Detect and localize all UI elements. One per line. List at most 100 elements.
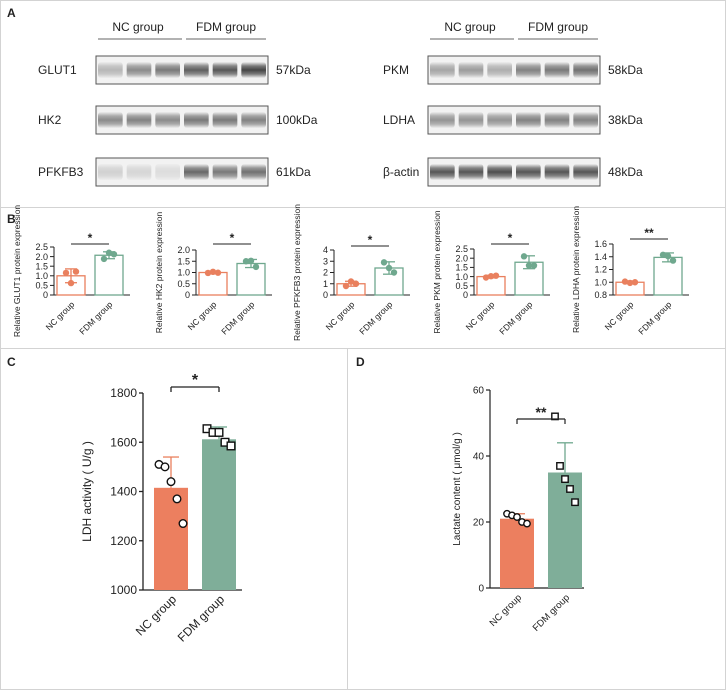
chart-B5-ytick-label-0: 0.8 [594,290,607,300]
panel-d-border [347,348,726,690]
right-band-2-1 [458,164,484,180]
chart-B3-point-0-0 [342,282,350,290]
chart-B5-sig-label: ** [644,226,654,240]
chart-B2-xtick-label-1: FDM group [219,299,256,336]
chart-B1-point-0-0 [62,269,70,277]
chart-B4-point-0-1 [487,273,495,280]
right-band-2-4 [544,164,570,180]
chart-B3: Relative PFKFB3 protein expression 012 34 N… [292,204,410,341]
chart-B3-point-1-0 [380,259,388,266]
left-band-1-4 [212,112,238,128]
chart-B2-point-1-0 [242,258,250,265]
chart-B2-point-0-0 [204,269,212,277]
chart-B2-sig-label: * [230,231,235,245]
chart-D-point-0-4 [523,519,531,528]
chart-B1-bar-1 [94,254,124,296]
chart-B4-ytick-label-3: 1.5 [455,263,468,273]
chart-B4-ylabel: Relative PKM protein expression [432,210,442,334]
right-blot-kda-2: 48kDa [608,165,643,179]
chart-B1-point-1-1 [105,249,113,256]
chart-D-bar-0 [500,518,534,588]
chart-B2-ytick-label-3: 1.5 [177,256,190,266]
chart-B3-ytick-label-4: 4 [323,245,328,255]
chart-C-ytick-label-0: 1000 [110,583,137,597]
right-band-0-3 [516,62,541,78]
right-blot-kda-0: 58kDa [608,63,643,77]
chart-B2-point-1-1 [247,257,255,264]
chart-C-sig-label: * [192,372,199,389]
chart-B4-ytick-label-4: 2.0 [455,253,468,263]
chart-B5-ytick-label-3: 1.4 [594,252,607,262]
chart-B5-point-1-0 [659,251,667,259]
chart-B1-sig-label: * [88,231,93,245]
chart-B5-point-1-2 [669,257,677,264]
chart-C-bar-1 [202,439,236,590]
right-group-label-nc: NC group [444,20,496,34]
left-band-0-4 [212,62,238,78]
chart-B5-point-1-1 [664,252,672,260]
chart-B4-ytick-label-5: 2.5 [455,244,468,254]
left-band-0-0 [98,62,123,78]
chart-B3-sig-label: * [368,233,373,247]
right-group-label-fdm: FDM group [528,20,588,34]
chart-B5-xtick-label-1: FDM group [636,299,673,336]
chart-B4-ytick-label-0: 0 [463,290,468,300]
left-band-2-4 [212,164,238,180]
chart-D-xtick-label-0: NC group [488,592,525,629]
chart-D-xtick-label-1: FDM group [531,592,572,633]
chart-C-xtick-label-0: NC group [133,592,179,638]
chart-B3-ylabel: Relative PFKFB3 protein expression [292,204,302,341]
chart-C-bar-0 [154,487,188,590]
right-blot-strip-1 [427,105,601,135]
chart-B2-point-1-2 [252,263,260,271]
chart-B3-ytick-label-2: 2 [323,268,328,278]
chart-B1-xtick-label-0: NC group [44,299,77,332]
left-band-0-3 [184,62,209,78]
western-blots: NC group FDM group GLUT1 57kDa HK2 100kDa PFKF… [38,20,643,187]
chart-B4-point-0-2 [492,272,500,279]
chart-C-ytick-label-2: 1400 [110,485,137,499]
chart-B3-point-0-1 [347,278,355,285]
chart-B1-point-1-0 [100,255,108,263]
right-band-2-3 [516,164,541,180]
chart-B2-ytick-label-4: 2.0 [177,245,190,255]
panel-letter-d: D [356,355,365,369]
chart-C-point-1-4 [226,441,236,451]
left-blot-strip-1 [95,105,269,135]
chart-C-point-0-4 [178,519,188,529]
right-blot-strip-2 [427,157,601,187]
right-band-0-5 [573,62,598,78]
chart-B5-point-0-0 [621,278,629,285]
left-band-2-2 [155,164,180,180]
left-band-0-2 [155,62,180,78]
left-band-0-5 [241,62,266,78]
left-band-2-1 [126,164,152,180]
chart-C: LDH activity ( U/g ) 1000 1200 1400 1600 1800… [80,372,242,645]
chart-B4-sig-label: * [508,231,513,245]
left-blot-label-2: PFKFB3 [38,165,84,179]
right-band-2-0 [430,164,455,180]
chart-B5-point-0-2 [631,279,639,286]
chart-B3-ytick-label-0: 0 [323,290,328,300]
chart-D-ylabel: Lactate content ( μmol/g ) [452,432,463,546]
chart-B4-point-0-0 [482,274,490,281]
left-blot-kda-2: 61kDa [276,165,311,179]
chart-D-sig-label: ** [536,404,547,420]
chart-B2-bar-0 [198,271,228,296]
chart-B4-xtick-label-0: NC group [464,299,497,332]
chart-B2-point-0-2 [214,269,222,276]
chart-B2-xtick-label-0: NC group [186,299,219,332]
right-band-1-0 [430,112,455,128]
chart-B2-point-0-1 [209,268,217,276]
right-blot-strip-0 [427,55,601,85]
chart-B4-point-1-0 [520,253,528,260]
chart-B4-point-1-1 [525,262,533,269]
chart-B4-ytick-label-2: 1.0 [455,272,468,282]
right-blot-label-2: β-actin [383,165,419,179]
chart-C-xtick-label-1: FDM group [175,592,228,645]
left-blot-kda-1: 100kDa [276,113,318,127]
right-band-1-4 [544,112,570,128]
chart-B3-point-0-2 [352,280,360,287]
chart-D-point-1-3 [566,485,574,493]
